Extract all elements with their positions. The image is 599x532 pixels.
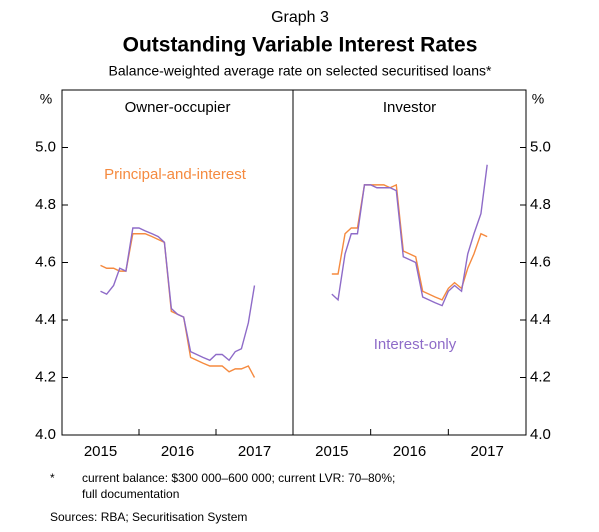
y-tick-label: 5.0: [530, 138, 551, 155]
series-line: [331, 183, 488, 301]
y-tick-label: 4.8: [35, 196, 56, 213]
y-tick-label: 4.8: [530, 196, 551, 213]
x-tick-label: 2015: [84, 443, 117, 460]
y-tick-label: 4.6: [530, 253, 551, 270]
panel-title: Investor: [383, 99, 436, 116]
y-tick-label: 4.6: [35, 253, 56, 270]
y-unit: %: [532, 91, 544, 107]
chart-title: Outstanding Variable Interest Rates: [123, 34, 478, 57]
y-tick-label: 4.0: [35, 426, 56, 443]
y-tick-label: 5.0: [35, 138, 56, 155]
sources: Sources: RBA; Securitisation System: [50, 510, 247, 524]
footnote: current balance: $300 000–600 000; curre…: [82, 471, 395, 485]
series-label: Interest-only: [374, 336, 457, 353]
x-tick-label: 2015: [315, 443, 348, 460]
y-tick-label: 4.0: [530, 426, 551, 443]
y-tick-label: 4.2: [35, 368, 56, 385]
graph-label: Graph 3: [271, 9, 329, 26]
x-tick-label: 2016: [393, 443, 426, 460]
series-label: Principal-and-interest: [104, 166, 247, 183]
y-tick-label: 4.4: [35, 311, 56, 328]
plot-frame: [61, 89, 527, 436]
y-tick-label: 4.4: [530, 311, 551, 328]
x-tick-label: 2016: [161, 443, 194, 460]
y-unit: %: [40, 91, 52, 107]
x-tick-label: 2017: [238, 443, 271, 460]
chart-subtitle: Balance-weighted average rate on selecte…: [109, 63, 492, 79]
footnote-marker: *: [50, 471, 55, 485]
y-tick-label: 4.2: [530, 368, 551, 385]
series-line: [100, 227, 256, 362]
x-tick-label: 2017: [470, 443, 503, 460]
panel-title: Owner-occupier: [125, 99, 231, 116]
footnote: full documentation: [82, 487, 179, 501]
series-line: [331, 164, 488, 307]
